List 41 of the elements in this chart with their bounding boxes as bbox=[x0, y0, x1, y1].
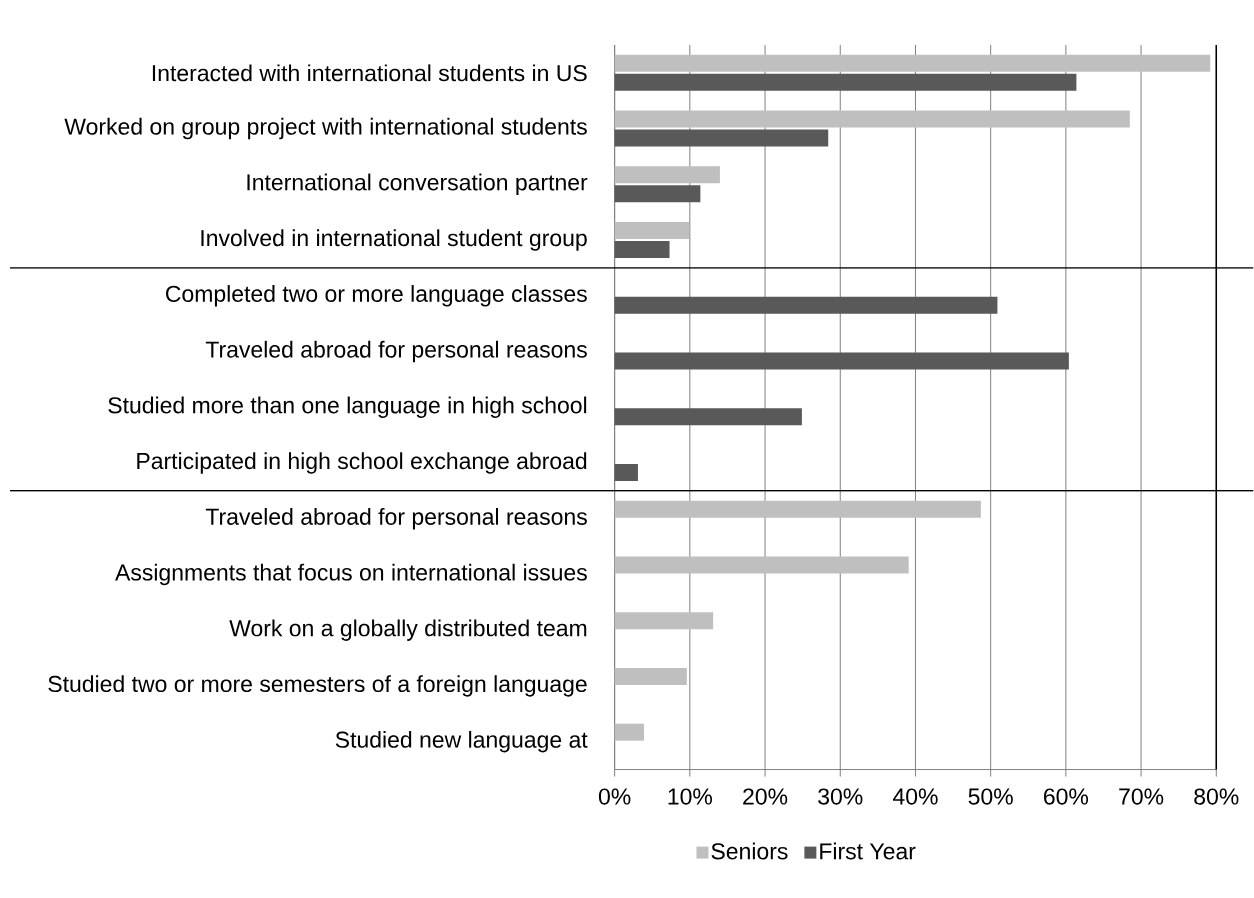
bar bbox=[614, 54, 1211, 72]
y-tick-label: Studied new language at bbox=[335, 730, 588, 753]
x-tick-label: 50% bbox=[968, 788, 1013, 805]
y-tick-label: Assignments that focus on international issues bbox=[115, 563, 587, 585]
y-tick-label: Involved in international student group bbox=[201, 229, 587, 251]
bar bbox=[614, 611, 714, 629]
bar bbox=[614, 240, 670, 258]
y-tick-label: Traveled abroad for personal reasons bbox=[205, 507, 587, 530]
x-tick-label: 70% bbox=[1119, 788, 1164, 805]
y-tick-label: Completed two or more language classes bbox=[166, 284, 587, 307]
x-tick-label: 40% bbox=[892, 788, 938, 805]
bar bbox=[614, 185, 701, 203]
legend-label: First Year bbox=[820, 842, 916, 860]
x-tick-label: 20% bbox=[743, 788, 788, 805]
bar bbox=[614, 723, 644, 741]
y-tick-label: International conversation partner bbox=[247, 173, 588, 195]
bar bbox=[614, 221, 690, 239]
y-tick-label: Studied two or more semesters of a foreign language bbox=[48, 675, 587, 697]
bar bbox=[614, 129, 829, 147]
y-tick-label: Traveled abroad for personal reasons bbox=[205, 340, 587, 362]
x-tick-label: 30% bbox=[818, 788, 863, 805]
x-tick-label: 60% bbox=[1044, 788, 1089, 805]
y-tick-label: Interacted with international students in US bbox=[152, 64, 587, 82]
x-tick-label: 0% bbox=[598, 788, 631, 805]
x-tick-label: 10% bbox=[668, 788, 713, 805]
bar bbox=[614, 500, 981, 518]
bar bbox=[614, 73, 1077, 91]
y-tick-label: Work on a globally distributed team bbox=[229, 619, 587, 641]
bar bbox=[614, 556, 909, 574]
bar bbox=[614, 408, 802, 426]
y-tick-label: Participated in high school exchange abroad bbox=[137, 452, 587, 474]
bar bbox=[614, 667, 687, 685]
bar bbox=[614, 110, 1130, 128]
y-tick-label: Worked on group project with international students bbox=[64, 117, 587, 140]
bar bbox=[614, 352, 1069, 370]
x-tick-label: 80% bbox=[1194, 788, 1239, 805]
bar bbox=[614, 296, 998, 314]
bar bbox=[614, 463, 638, 481]
y-tick-label: Studied more than one language in high school bbox=[108, 396, 587, 418]
bar bbox=[614, 166, 720, 184]
legend-label: Seniors bbox=[711, 842, 788, 860]
